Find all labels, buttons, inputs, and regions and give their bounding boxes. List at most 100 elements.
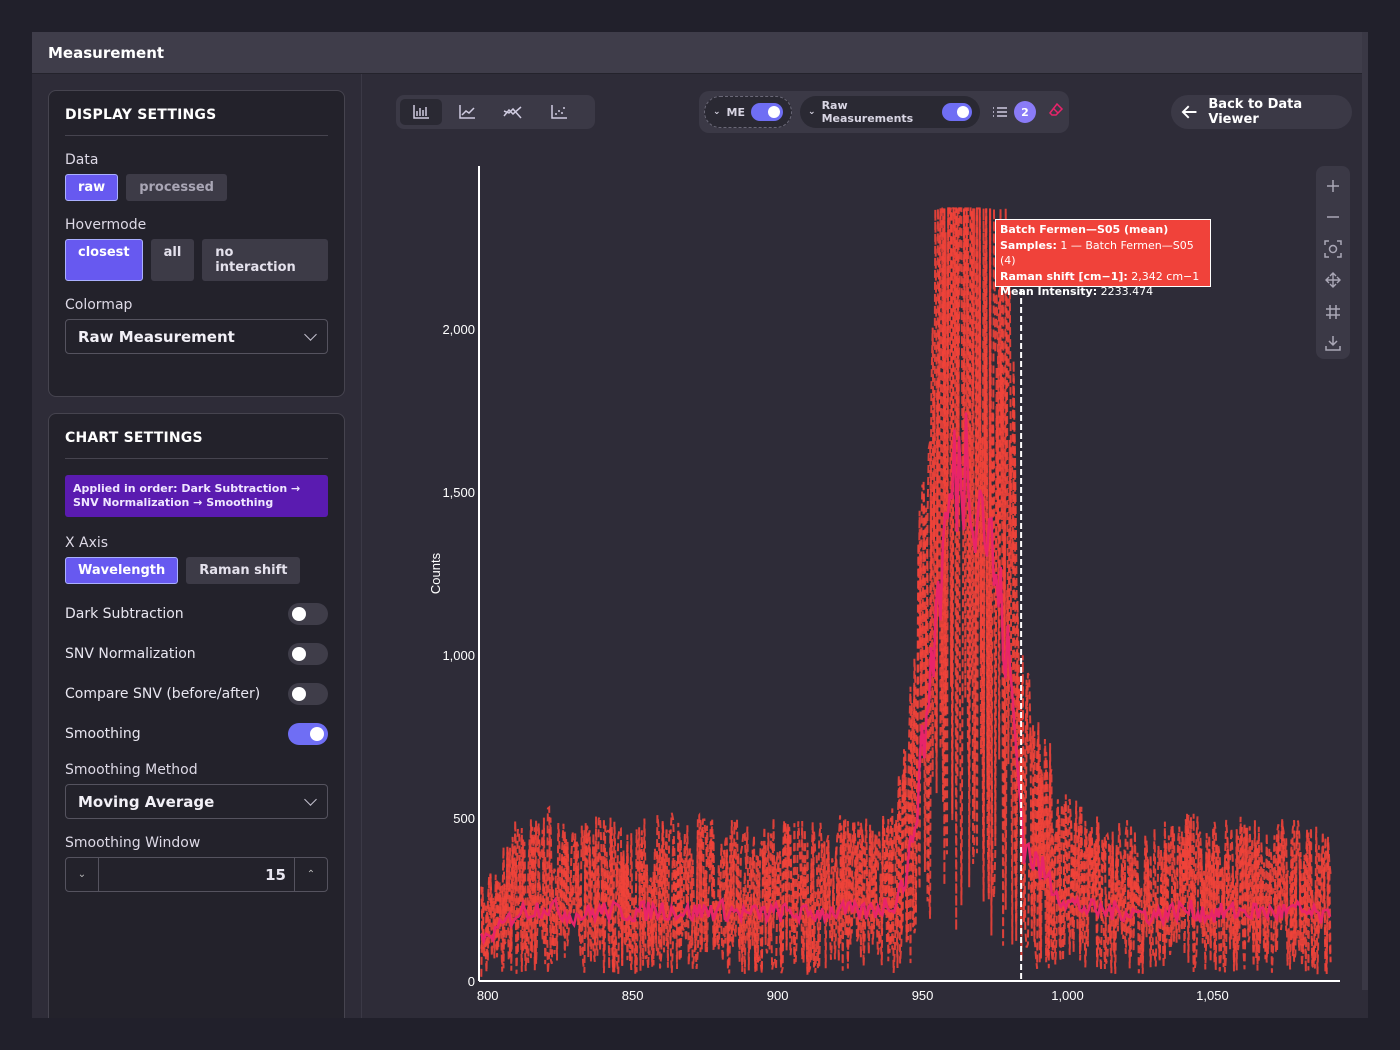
autoscale-icon[interactable] xyxy=(1320,233,1346,265)
x-tick-label: 950 xyxy=(912,988,934,1003)
smoothing-window-value[interactable]: 15 xyxy=(98,858,295,891)
raw-series-line xyxy=(480,207,1332,975)
chevron-down-icon: ⌄ xyxy=(808,107,816,117)
chevron-down-icon xyxy=(304,327,317,341)
list-icon xyxy=(993,107,1007,117)
display-settings-heading: DISPLAY SETTINGS xyxy=(65,107,328,136)
smoothing-toggle[interactable] xyxy=(288,723,328,745)
tooltip-raman-value: 2,342 cm−1 xyxy=(1131,269,1200,283)
spectrum-chart[interactable]: 800 850 900 950 1,000 1,050 0 500 1,000 1,500 2,00… xyxy=(362,142,1362,1018)
arrow-left-icon xyxy=(1181,105,1197,119)
zoom-out-icon[interactable] xyxy=(1320,202,1346,234)
hovermode-all-button[interactable]: all xyxy=(150,239,195,281)
zoom-in-icon[interactable] xyxy=(1320,170,1346,202)
x-tick-label: 800 xyxy=(477,988,499,1003)
window-scrollbar[interactable] xyxy=(1362,32,1368,990)
grid-icon[interactable] xyxy=(1320,296,1346,328)
hover-tooltip: Batch Fermen—S05 (mean) Samples: 1 — Bat… xyxy=(995,219,1211,298)
measurement-window: Measurement DISPLAY SETTINGS Data raw pr… xyxy=(32,32,1368,1018)
smoothing-method-label: Smoothing Method xyxy=(65,762,198,778)
x-tick-label: 850 xyxy=(622,988,644,1003)
colormap-select[interactable]: Raw Measurement xyxy=(65,319,328,354)
chart-modebar xyxy=(1316,166,1350,359)
snv-normalization-label: SNV Normalization xyxy=(65,646,196,662)
data-toggle-group: raw processed xyxy=(65,174,328,201)
colormap-value: Raw Measurement xyxy=(78,327,235,346)
chart-settings-panel: CHART SETTINGS Applied in order: Dark Su… xyxy=(48,413,345,1018)
data-processed-button[interactable]: processed xyxy=(126,174,227,201)
window-title: Measurement xyxy=(32,32,1368,74)
x-tick-label: 900 xyxy=(767,988,789,1003)
y-tick-label: 2,000 xyxy=(442,322,475,337)
series-list-button[interactable]: 2 xyxy=(988,96,1040,128)
pan-icon[interactable] xyxy=(1320,265,1346,297)
smoothing-method-value: Moving Average xyxy=(78,792,215,811)
snv-normalization-row: SNV Normalization xyxy=(65,634,328,674)
raw-series-line xyxy=(480,207,1332,975)
smoothing-window-stepper: ⌄ 15 ⌃ xyxy=(65,857,328,892)
tooltip-mean-key: Mean Intensity: xyxy=(1000,285,1098,298)
data-raw-button[interactable]: raw xyxy=(65,174,119,201)
data-label: Data xyxy=(65,152,99,168)
raw-series-pill[interactable]: ⌄ Raw Measurements xyxy=(800,96,980,128)
chart-settings-heading: CHART SETTINGS xyxy=(65,430,328,459)
tooltip-raman-key: Raman shift [cm−1]: xyxy=(1000,269,1128,283)
multi-line-icon[interactable] xyxy=(492,99,534,125)
series-count-badge: 2 xyxy=(1014,101,1036,123)
xaxis-wavelength-button[interactable]: Wavelength xyxy=(65,557,179,584)
smoothing-method-select[interactable]: Moving Average xyxy=(65,784,328,819)
tooltip-mean-value: 2233.474 xyxy=(1100,285,1154,298)
hovermode-none-button[interactable]: no interaction xyxy=(202,239,328,281)
compare-snv-row: Compare SNV (before/after) xyxy=(65,674,328,714)
back-to-data-viewer-button[interactable]: Back to Data Viewer xyxy=(1171,95,1352,129)
smoothing-row: Smoothing xyxy=(65,714,328,754)
dark-subtraction-row: Dark Subtraction xyxy=(65,594,328,634)
smoothing-label: Smoothing xyxy=(65,726,141,742)
xaxis-raman-button[interactable]: Raman shift xyxy=(186,557,301,584)
compare-snv-toggle[interactable] xyxy=(288,683,328,705)
bar-chart-icon[interactable] xyxy=(400,99,442,125)
colormap-label: Colormap xyxy=(65,297,133,313)
dark-subtraction-label: Dark Subtraction xyxy=(65,606,184,622)
chart-type-toolbar xyxy=(396,95,595,129)
raw-series-line xyxy=(480,207,1332,977)
me-label: ME xyxy=(726,105,746,119)
raw-toggle[interactable] xyxy=(941,103,972,121)
display-settings-panel: DISPLAY SETTINGS Data raw processed Hove… xyxy=(48,90,345,397)
hovermode-closest-button[interactable]: closest xyxy=(65,239,143,281)
y-tick-label: 1,000 xyxy=(442,648,475,663)
hovermode-label: Hovermode xyxy=(65,217,147,233)
chevron-down-icon: ⌄ xyxy=(713,107,721,117)
xaxis-label: X Axis xyxy=(65,535,109,551)
x-tick-label: 1,000 xyxy=(1051,988,1084,1003)
scatter-icon[interactable] xyxy=(538,99,580,125)
series-toolbar: ⌄ ME ⌄ Raw Measurements 2 xyxy=(699,91,1069,133)
y-tick-label: 500 xyxy=(453,811,475,826)
smoothing-window-label: Smoothing Window xyxy=(65,835,201,851)
x-tick-label: 1,050 xyxy=(1196,988,1229,1003)
line-chart-icon[interactable] xyxy=(446,99,488,125)
tooltip-samples-key: Samples: xyxy=(1000,238,1057,252)
mean-series-line xyxy=(480,412,1332,946)
snv-normalization-toggle[interactable] xyxy=(288,643,328,665)
increment-button[interactable]: ⌃ xyxy=(306,869,316,880)
me-toggle[interactable] xyxy=(751,103,784,121)
eraser-icon[interactable] xyxy=(1048,102,1064,122)
chevron-down-icon xyxy=(304,792,317,806)
processing-order-notice: Applied in order: Dark Subtraction → SNV… xyxy=(65,475,328,517)
xaxis-toggle-group: Wavelength Raman shift xyxy=(65,557,328,584)
raw-label: Raw Measurements xyxy=(821,99,914,125)
tooltip-title: Batch Fermen—S05 (mean) xyxy=(1000,223,1169,236)
y-tick-label: 0 xyxy=(468,974,475,989)
download-icon[interactable] xyxy=(1320,328,1346,360)
me-series-pill[interactable]: ⌄ ME xyxy=(704,96,793,128)
y-tick-label: 1,500 xyxy=(442,485,475,500)
compare-snv-label: Compare SNV (before/after) xyxy=(65,686,261,702)
panel-divider xyxy=(361,74,362,1018)
tooltip-samples-value: 1 — Batch Fermen—S05 (4) xyxy=(1000,238,1194,268)
hovermode-toggle-group: closest all no interaction xyxy=(65,239,328,281)
decrement-button[interactable]: ⌄ xyxy=(77,869,87,880)
y-axis-title: Counts xyxy=(428,552,443,594)
back-label: Back to Data Viewer xyxy=(1208,97,1303,127)
dark-subtraction-toggle[interactable] xyxy=(288,603,328,625)
